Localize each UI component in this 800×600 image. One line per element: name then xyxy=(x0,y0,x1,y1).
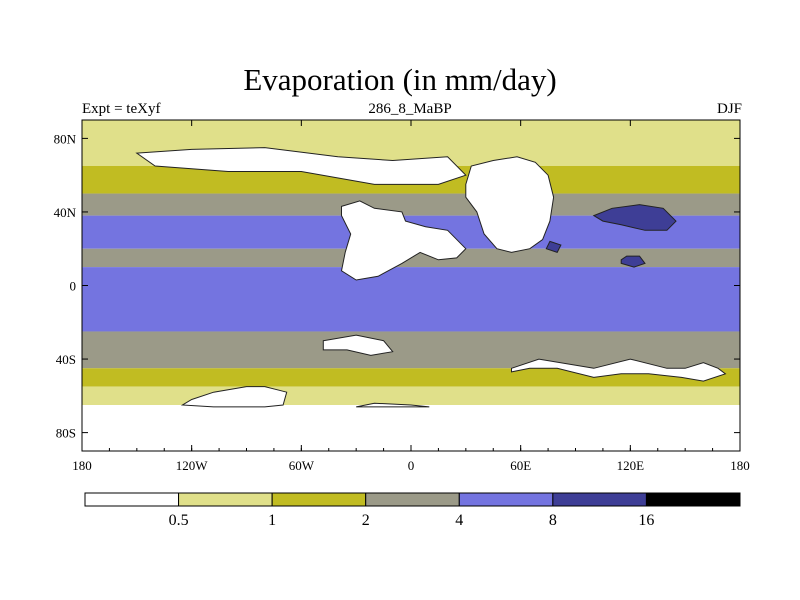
x-tick-label: 120W xyxy=(176,458,209,473)
colorbar-swatch xyxy=(365,492,460,507)
colorbar: 0.5 1 2 4 8 16 xyxy=(84,492,741,529)
x-tick-label: 60W xyxy=(289,458,315,473)
y-tick-label: 80N xyxy=(54,131,77,146)
x-tick-label: 120E xyxy=(617,458,645,473)
y-tick-label: 80S xyxy=(56,426,76,441)
zonal-band-2 xyxy=(82,193,740,216)
y-tick-label: 40S xyxy=(56,352,76,367)
region-east-asia-low xyxy=(620,255,646,268)
x-tick-label: 0 xyxy=(408,458,415,473)
period-label: 286_8_MaBP xyxy=(368,101,452,117)
region-north-america xyxy=(340,200,467,281)
region-arctic-low xyxy=(135,147,467,185)
region-south-america xyxy=(322,334,394,356)
y-tick-label: 0 xyxy=(70,279,77,294)
colorbar-label: 0.5 xyxy=(169,512,189,529)
colorbar-swatch xyxy=(645,492,741,507)
x-tick-label: 60E xyxy=(510,458,531,473)
chart-title: Evaporation (in mm/day) xyxy=(243,62,557,97)
zonal-band-8 xyxy=(82,386,740,406)
colorbar-label: 1 xyxy=(268,512,276,529)
x-tick-label: 180 xyxy=(72,458,92,473)
region-south-china-low xyxy=(545,240,562,254)
colorbar-swatch xyxy=(552,492,647,507)
y-axis: 80N 40N 0 40S 80S xyxy=(54,131,740,441)
x-axis: 180 120W 60W 0 60E 120E 180 xyxy=(72,120,750,473)
colorbar-label: 16 xyxy=(638,512,654,529)
region-south-africa-india xyxy=(511,358,727,382)
region-south-america-tip xyxy=(180,386,288,408)
colorbar-label: 2 xyxy=(362,512,370,529)
plot-fill xyxy=(82,120,740,451)
region-antarctica xyxy=(356,402,430,408)
x-tick-label: 180 xyxy=(730,458,750,473)
colorbar-label: 8 xyxy=(549,512,557,529)
zonal-band-9 xyxy=(82,405,740,451)
plot-area xyxy=(81,119,741,452)
season-label: DJF xyxy=(716,101,742,117)
y-tick-label: 40N xyxy=(54,205,77,220)
colorbar-swatch xyxy=(271,492,367,507)
region-north-pacific-high xyxy=(592,204,677,231)
zonal-band-5 xyxy=(82,267,740,332)
colorbar-swatch xyxy=(458,492,554,507)
region-asia xyxy=(465,156,555,253)
experiment-label: Expt = teXyf xyxy=(82,101,161,117)
colorbar-swatch xyxy=(178,492,273,507)
colorbar-swatch xyxy=(84,492,180,507)
colorbar-label: 4 xyxy=(455,512,463,529)
